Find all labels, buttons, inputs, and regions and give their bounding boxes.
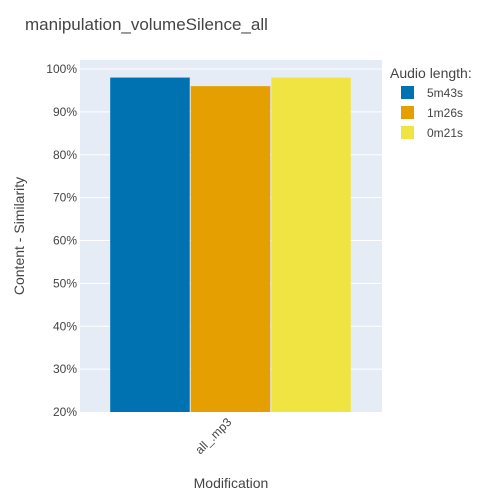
- x-tick-label: all_.mp3: [192, 415, 234, 457]
- y-tick-label: 40%: [53, 319, 77, 333]
- legend-swatch-0m21s: [401, 126, 414, 139]
- legend-label: 0m21s: [427, 126, 463, 140]
- x-axis-title: Modification: [194, 475, 269, 491]
- legend-label: 5m43s: [427, 86, 463, 100]
- legend: Audio length: 5m43s 1m26s 0m21s: [390, 65, 472, 140]
- legend-swatch-1m26s: [401, 106, 414, 119]
- bar-0m21s: [271, 77, 351, 412]
- legend-title: Audio length:: [390, 65, 472, 81]
- y-tick-label: 50%: [53, 276, 77, 290]
- legend-swatch-5m43s: [401, 86, 414, 99]
- y-axis-title: Content - Similarity: [11, 177, 27, 295]
- y-tick-label: 70%: [53, 191, 77, 205]
- y-tick-labels: 20% 30% 40% 50% 60% 70% 80% 90% 100%: [46, 62, 77, 419]
- x-tick-labels: all_.mp3: [192, 415, 234, 457]
- bar-1m26s: [190, 86, 271, 413]
- legend-label: 1m26s: [427, 106, 463, 120]
- chart-title: manipulation_volumeSilence_all: [25, 15, 268, 34]
- y-tick-label: 60%: [53, 234, 77, 248]
- y-tick-label: 30%: [53, 362, 77, 376]
- y-tick-label: 90%: [53, 105, 77, 119]
- bar-5m43s: [110, 77, 190, 412]
- y-tick-label: 100%: [46, 62, 77, 76]
- bars: [110, 77, 351, 413]
- y-tick-label: 80%: [53, 148, 77, 162]
- y-tick-label: 20%: [53, 405, 77, 419]
